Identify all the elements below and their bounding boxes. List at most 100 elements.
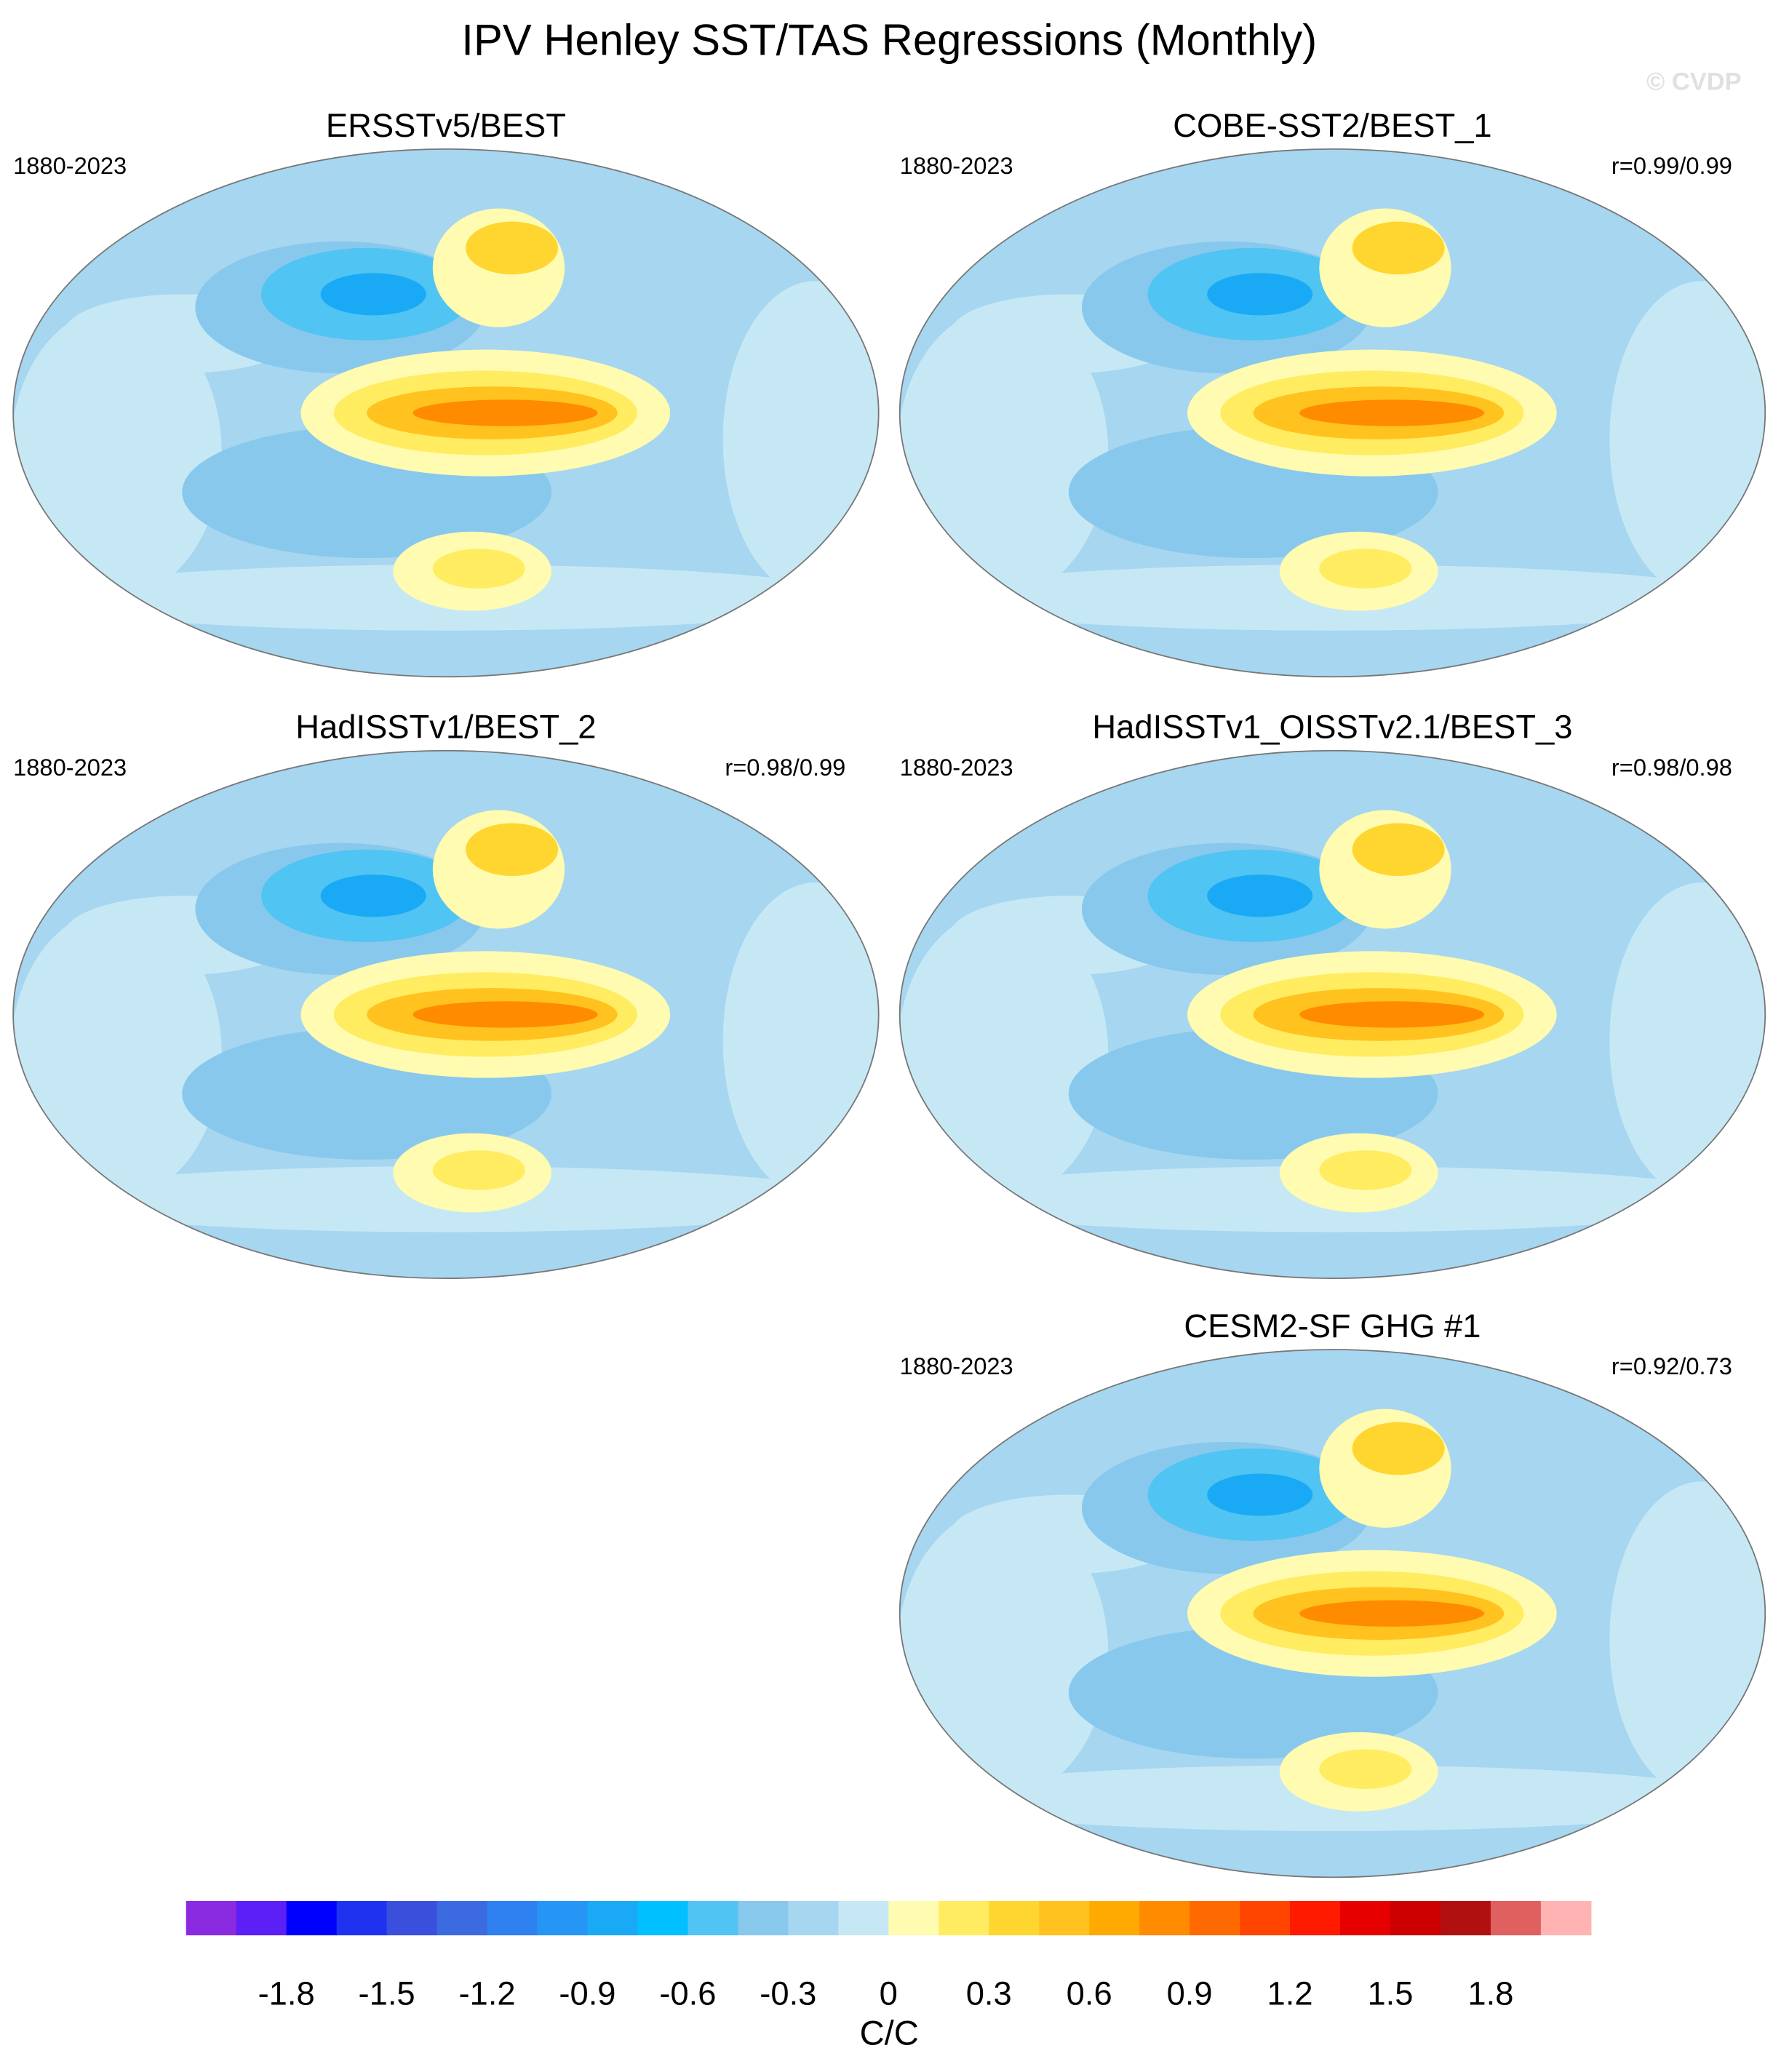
map-contour — [320, 874, 426, 917]
map-contour — [1352, 221, 1445, 275]
map-contour — [1299, 1600, 1484, 1627]
map-contour — [899, 1507, 1109, 1798]
colorbar-box — [587, 1900, 638, 1936]
panel-period: 1880-2023 — [900, 1352, 1013, 1379]
map-contour — [13, 307, 222, 598]
map-panel — [899, 1349, 1766, 1878]
map-contour — [899, 909, 1109, 1200]
colorbar-tick-label: 1.8 — [1467, 1975, 1513, 2012]
map-contour — [899, 307, 1109, 598]
colorbar-box — [286, 1900, 338, 1936]
panel-correlation: r=0.98/0.98 — [1611, 754, 1732, 781]
map-field — [13, 750, 879, 1279]
colorbar-tick-label: 0.9 — [1167, 1975, 1213, 2012]
panel-period: 1880-2023 — [900, 152, 1013, 179]
map-field — [899, 750, 1766, 1279]
colorbar-box — [437, 1900, 488, 1936]
colorbar-box — [386, 1900, 438, 1936]
colorbar-tick-label: 0.6 — [1067, 1975, 1112, 2012]
panel-period: 1880-2023 — [900, 754, 1013, 781]
colorbar-box — [1240, 1900, 1291, 1936]
colorbar-tick-label: -0.3 — [760, 1975, 816, 2012]
map-contour — [320, 273, 426, 316]
map-contour — [1207, 1473, 1313, 1516]
map-contour — [13, 909, 222, 1200]
colorbar-box — [336, 1900, 388, 1936]
colorbar-box — [1190, 1900, 1240, 1936]
figure-title: IPV Henley SST/TAS Regressions (Monthly) — [461, 16, 1317, 65]
panel-title: HadISSTv1/BEST_2 — [295, 709, 596, 746]
panel-title: COBE-SST2/BEST_1 — [1173, 107, 1491, 144]
colorbar-box — [888, 1900, 939, 1936]
colorbar-box — [637, 1900, 688, 1936]
map-panel — [12, 148, 880, 678]
map-border — [899, 1349, 1766, 1878]
map-field — [899, 1350, 1766, 1878]
panel-period: 1880-2023 — [13, 152, 127, 179]
map-contour — [1299, 1001, 1484, 1028]
colorbar-box — [1139, 1900, 1190, 1936]
colorbar-box — [1540, 1900, 1592, 1936]
colorbar-tick-label: 1.2 — [1267, 1975, 1313, 2012]
colorbar-box — [1440, 1900, 1491, 1936]
map-panel — [12, 749, 880, 1280]
colorbar-tick-label: -0.6 — [659, 1975, 716, 2012]
colorbar-box — [1039, 1900, 1090, 1936]
map-border — [899, 749, 1766, 1280]
colorbar-box — [186, 1900, 237, 1936]
map-contour — [413, 1001, 598, 1028]
colorbar-box — [1390, 1900, 1441, 1936]
colorbar-tick-label: -1.5 — [359, 1975, 415, 2012]
map-field — [899, 148, 1766, 677]
map-contour — [1352, 1422, 1445, 1475]
map-contour — [1319, 549, 1412, 589]
map-panel — [899, 148, 1766, 678]
colorbar-box — [688, 1900, 738, 1936]
colorbar-box — [788, 1900, 839, 1936]
panel-correlation: r=0.92/0.73 — [1611, 1352, 1732, 1379]
colorbar-tick-label: -0.9 — [559, 1975, 615, 2012]
panel-title: ERSSTv5/BEST — [326, 107, 566, 144]
map-contour — [1319, 1749, 1412, 1789]
colorbar-box — [939, 1900, 989, 1936]
panel-correlation: r=0.99/0.99 — [1611, 152, 1732, 179]
colorbar-tick-label: -1.2 — [458, 1975, 515, 2012]
colorbar-box — [989, 1900, 1040, 1936]
map-contour — [1352, 823, 1445, 877]
colorbar-box — [1340, 1900, 1391, 1936]
colorbar-box — [537, 1900, 588, 1936]
colorbar-box — [1290, 1900, 1341, 1936]
map-border — [899, 148, 1766, 678]
panel-correlation: r=0.98/0.99 — [725, 754, 845, 781]
colorbar-tick-label: 0.3 — [966, 1975, 1012, 2012]
colorbar-box — [738, 1900, 789, 1936]
map-contour — [466, 221, 559, 275]
colorbar-box — [838, 1900, 889, 1936]
map-field — [13, 148, 879, 677]
colorbar-box — [1089, 1900, 1140, 1936]
panel-period: 1880-2023 — [13, 754, 127, 781]
map-border — [12, 148, 880, 678]
colorbar-box — [236, 1900, 287, 1936]
colorbar-tick-label: 0 — [880, 1975, 898, 2012]
map-contour — [1207, 273, 1313, 316]
map-contour — [432, 549, 525, 589]
map-border — [12, 749, 880, 1280]
map-contour — [1299, 399, 1484, 426]
colorbar-box — [487, 1900, 538, 1936]
map-contour — [466, 823, 559, 877]
map-contour — [1319, 1150, 1412, 1190]
watermark: © CVDP — [1646, 68, 1742, 95]
panel-title: CESM2-SF GHG #1 — [1184, 1307, 1481, 1344]
colorbar-label: C/C — [860, 2013, 919, 2052]
panel-title: HadISSTv1_OISSTv2.1/BEST_3 — [1092, 709, 1572, 746]
map-panel — [899, 749, 1766, 1280]
map-contour — [413, 399, 598, 426]
map-contour — [1207, 874, 1313, 917]
colorbar-tick-label: -1.8 — [258, 1975, 315, 2012]
colorbar-tick-label: 1.5 — [1367, 1975, 1413, 2012]
map-contour — [432, 1150, 525, 1190]
colorbar-box — [1490, 1900, 1542, 1936]
